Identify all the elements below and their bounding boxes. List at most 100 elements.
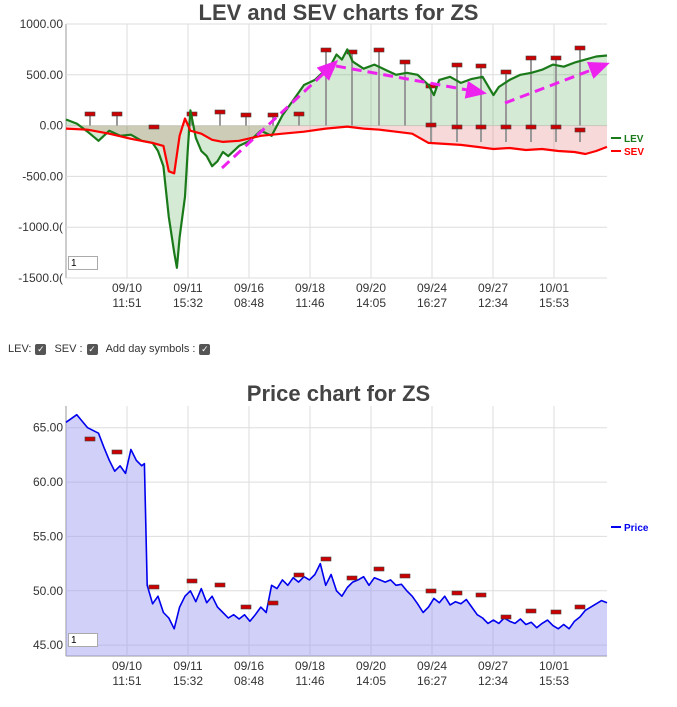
price-x-tick-time: 11:51 xyxy=(112,674,141,688)
lev-day-symbol xyxy=(475,63,487,69)
lev-x-tick-date: 09/16 xyxy=(234,281,264,295)
lev-day-symbol xyxy=(451,62,463,68)
lev-day-symbol xyxy=(148,124,160,130)
price-day-symbol xyxy=(148,584,160,590)
sev-day-symbol xyxy=(574,127,586,133)
price-day-symbol xyxy=(84,436,96,442)
lev-x-tick-date: 09/20 xyxy=(356,281,386,295)
price-area-fill xyxy=(66,414,607,656)
price-x-tick-date: 09/10 xyxy=(112,659,142,673)
trend-arrow xyxy=(220,59,339,170)
lev-day-symbol xyxy=(267,112,279,118)
price-day-symbol xyxy=(574,604,586,610)
sev-day-symbol xyxy=(525,124,537,130)
lev-day-symbol xyxy=(500,69,512,75)
price-day-symbol xyxy=(240,604,252,610)
lev-x-tick-date: 09/11 xyxy=(173,281,202,295)
lev-day-symbol xyxy=(574,45,586,51)
price-y-tick-label: 65.00 xyxy=(33,421,63,435)
lev-y-tick-label: -500.00 xyxy=(22,169,63,183)
lev-day-symbol xyxy=(373,47,385,53)
price-x-tick-time: 08:48 xyxy=(234,674,264,688)
sev-day-symbol xyxy=(451,124,463,130)
price-x-tick-date: 09/24 xyxy=(417,659,447,673)
price-day-symbol xyxy=(451,590,463,596)
price-x-tick-date: 09/11 xyxy=(173,659,202,673)
lev-x-tick-time: 14:05 xyxy=(356,296,386,310)
sev-line xyxy=(65,117,608,175)
lev-x-tick-time: 08:48 xyxy=(234,296,264,310)
lev-chart-title: LEV and SEV charts for ZS xyxy=(198,0,479,25)
lev-x-tick-date: 10/01 xyxy=(539,281,569,295)
lev-day-symbol xyxy=(84,111,96,117)
price-y-tick-label: 45.00 xyxy=(33,638,63,652)
trend-arrow xyxy=(335,64,487,99)
price-day-symbol xyxy=(373,566,385,572)
price-day-symbol xyxy=(214,582,226,588)
price-x-tick-time: 11:46 xyxy=(295,674,324,688)
lev-day-symbol xyxy=(550,55,562,61)
price-legend-label: Price xyxy=(624,523,649,534)
price-day-symbol xyxy=(320,556,332,562)
lev-x-tick-date: 09/10 xyxy=(112,281,142,295)
price-x-tick-date: 09/18 xyxy=(295,659,325,673)
price-zoom-input[interactable]: 1 xyxy=(68,633,98,647)
lev-x-tick-date: 09/24 xyxy=(417,281,447,295)
price-x-tick-date: 09/20 xyxy=(356,659,386,673)
lev-y-tick-label: 0.00 xyxy=(40,119,64,133)
price-day-symbol xyxy=(425,588,437,594)
sev-day-symbol xyxy=(425,122,437,128)
lev-x-tick-time: 16:27 xyxy=(417,296,447,310)
price-day-symbol xyxy=(111,449,123,455)
price-x-tick-time: 16:27 xyxy=(417,674,447,688)
sev-legend-label: SEV xyxy=(624,147,644,158)
sev-day-symbol xyxy=(550,124,562,130)
price-x-tick-time: 12:34 xyxy=(478,674,508,688)
lev-area-fill xyxy=(66,49,607,268)
price-day-symbol xyxy=(267,600,279,606)
price-y-tick-label: 55.00 xyxy=(33,529,63,543)
lev-day-symbol xyxy=(240,112,252,118)
lev-toggle-label: LEV: xyxy=(8,343,32,355)
price-day-symbol xyxy=(500,614,512,620)
lev-legend-label: LEV xyxy=(624,134,644,145)
price-day-symbol xyxy=(475,592,487,598)
sev-day-symbol xyxy=(500,124,512,130)
lev-day-symbol xyxy=(293,111,305,117)
lev-x-tick-time: 15:53 xyxy=(539,296,569,310)
lev-chart: 1000.00 500.00 0.00 -500.00 -1000.0( -1500.0(… xyxy=(18,17,644,310)
price-day-symbol xyxy=(399,573,411,579)
lev-line xyxy=(65,48,608,269)
lev-y-tick-label: 500.00 xyxy=(26,68,63,82)
lev-y-tick-label: 1000.00 xyxy=(20,17,64,31)
lev-checkbox[interactable]: ✓ xyxy=(35,343,47,355)
price-day-symbol xyxy=(550,609,562,615)
sev-day-symbol xyxy=(475,124,487,130)
price-day-symbol xyxy=(186,578,198,584)
lev-day-symbol xyxy=(399,59,411,65)
price-x-tick-date: 10/01 xyxy=(539,659,569,673)
price-day-symbol xyxy=(293,572,305,578)
lev-x-tick-time: 15:32 xyxy=(173,296,203,310)
sev-area-fill xyxy=(66,118,607,174)
price-day-symbol xyxy=(346,575,358,581)
lev-x-tick-time: 11:46 xyxy=(295,296,324,310)
price-day-symbol xyxy=(525,608,537,614)
lev-x-tick-date: 09/18 xyxy=(295,281,325,295)
lev-day-symbol xyxy=(214,109,226,115)
lev-day-symbol xyxy=(525,55,537,61)
day-symbols-label: Add day symbols : xyxy=(105,343,196,355)
price-chart-title: Price chart for ZS xyxy=(246,381,431,406)
price-x-tick-time: 15:32 xyxy=(173,674,203,688)
price-x-tick-time: 15:53 xyxy=(539,674,569,688)
lev-y-tick-label: -1000.0( xyxy=(18,220,63,234)
lev-x-tick-time: 12:34 xyxy=(478,296,508,310)
lev-zoom-input[interactable]: 1 xyxy=(68,256,98,270)
price-x-tick-date: 09/16 xyxy=(234,659,264,673)
day-symbols-checkbox[interactable]: ✓ xyxy=(199,343,211,355)
price-x-tick-date: 09/27 xyxy=(478,659,508,673)
lev-x-tick-time: 11:51 xyxy=(112,296,141,310)
lev-y-tick-label: -1500.0( xyxy=(18,271,63,285)
sev-checkbox[interactable]: ✓ xyxy=(86,343,98,355)
